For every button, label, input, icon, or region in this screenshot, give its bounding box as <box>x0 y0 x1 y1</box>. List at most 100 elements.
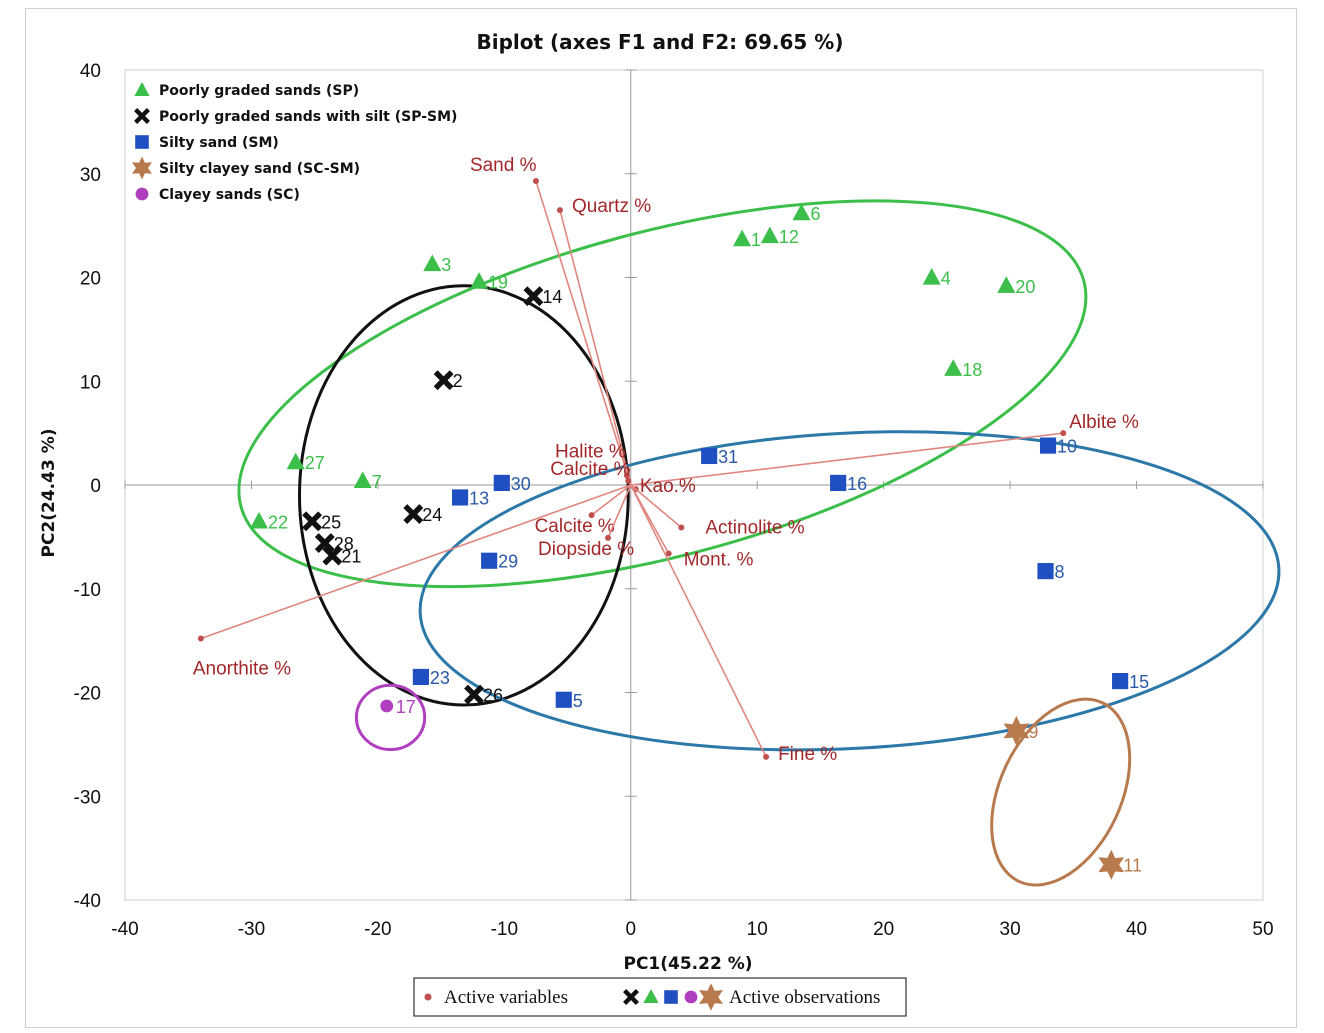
bottom-legend-marker-cross <box>623 989 639 1005</box>
point-label-17: 17 <box>396 697 416 717</box>
point-label-2: 2 <box>453 371 463 391</box>
point-label-4: 4 <box>941 269 951 289</box>
vector-point-3 <box>623 472 630 479</box>
point-12 <box>760 226 779 244</box>
x-tick-label-0: -40 <box>111 919 138 940</box>
point-19 <box>470 272 489 289</box>
vector-label-1: Quartz % <box>572 196 651 217</box>
group-ellipses <box>237 199 1281 887</box>
vector-label-3: Halite % <box>555 442 626 463</box>
point-24 <box>403 504 424 524</box>
point-label-9: 9 <box>1028 722 1038 742</box>
point-label-23: 23 <box>430 668 450 688</box>
point-label-20: 20 <box>1015 277 1035 297</box>
vector-line-2 <box>630 432 1064 486</box>
vector-point-2 <box>1060 430 1067 437</box>
vector-line-0 <box>535 180 632 486</box>
point-20 <box>997 276 1016 293</box>
vector-point-7 <box>678 524 685 531</box>
vector-label-10: Anorthite % <box>193 659 291 680</box>
x-tick-labels: -40 -30 -20 -10 0 10 20 30 40 50 <box>111 919 1273 940</box>
point-label-18: 18 <box>962 360 982 380</box>
point-30 <box>493 474 510 491</box>
vector-point-9 <box>665 550 672 557</box>
vector-label-6: Kao.% <box>640 476 696 497</box>
point-label-5: 5 <box>573 691 583 711</box>
point-label-7: 7 <box>372 472 382 492</box>
ellipse-sc-sm <box>990 697 1132 887</box>
point-label-30: 30 <box>511 474 531 494</box>
active-observations-label: Active observations <box>729 987 880 1008</box>
x-tick-label-1: -30 <box>238 919 265 940</box>
y-tick-label-3: -10 <box>74 580 101 601</box>
legend-marker-sp-sm <box>134 108 150 124</box>
y-tick-label-2: -20 <box>74 684 101 705</box>
point-label-21: 21 <box>341 547 361 567</box>
bottom-legend-marker-star <box>699 983 723 1011</box>
y-tick-label-6: 20 <box>80 269 101 290</box>
point-label-12: 12 <box>779 227 799 247</box>
legend-marker-sc <box>135 187 149 201</box>
ellipse-sc <box>354 683 427 752</box>
point-23 <box>412 668 429 686</box>
point-21 <box>322 545 343 566</box>
point-8 <box>1037 563 1054 580</box>
x-axis-label: PC1(45.22 %) <box>623 954 752 974</box>
point-6 <box>792 203 811 221</box>
point-label-15: 15 <box>1129 672 1149 692</box>
legend-label-sm: Silty sand (SM) <box>159 135 279 151</box>
point-16 <box>830 474 847 491</box>
vector-point-10 <box>197 635 204 642</box>
bottom-legend-box <box>413 977 907 1017</box>
point-27 <box>286 452 305 470</box>
point-22 <box>250 511 269 529</box>
point-label-26: 26 <box>483 686 503 706</box>
point-5 <box>555 691 572 708</box>
y-tick-label-4: 0 <box>90 476 101 497</box>
x-tick-label-6: 20 <box>873 919 894 940</box>
point-4 <box>922 268 941 285</box>
vector-label-9: Mont. % <box>684 549 754 570</box>
vector-line-10 <box>200 484 632 640</box>
bottom-legend-marker-circle <box>684 990 698 1004</box>
legend: Poorly graded sands (SP) Poorly graded sa… <box>132 82 457 203</box>
legend-label-sp: Poorly graded sands (SP) <box>159 83 359 99</box>
point-14 <box>523 286 544 307</box>
vector-line-11 <box>630 484 767 758</box>
vector-point-4 <box>625 477 632 484</box>
point-1 <box>733 229 752 247</box>
vector-line-1 <box>559 209 632 486</box>
point-label-27: 27 <box>305 453 325 473</box>
point-label-19: 19 <box>488 273 508 293</box>
point-label-6: 6 <box>810 204 820 224</box>
point-label-25: 25 <box>321 512 341 532</box>
vector-point-8 <box>605 534 612 541</box>
active-variables-label: Active variables <box>444 987 568 1008</box>
variable-vectors: Sand %Quartz %Albite %Halite %Calcite %C… <box>193 155 1139 765</box>
point-10 <box>1039 437 1057 454</box>
ellipse-sm <box>418 430 1281 752</box>
legend-label-sc-sm: Silty clayey sand (SC-SM) <box>159 161 360 177</box>
point-label-24: 24 <box>422 505 442 525</box>
x-tick-label-2: -20 <box>364 919 391 940</box>
point-31 <box>701 447 718 465</box>
ellipse-sp <box>237 199 1088 589</box>
vector-point-1 <box>556 207 563 214</box>
vector-line-8 <box>607 484 632 539</box>
point-29 <box>481 552 498 569</box>
point-26 <box>464 684 484 705</box>
point-label-31: 31 <box>718 447 738 467</box>
vector-point-5 <box>588 512 595 519</box>
x-tick-label-8: 40 <box>1126 919 1147 940</box>
active-observations-markers <box>623 983 723 1011</box>
chart-frame <box>25 8 1297 1028</box>
vector-point-11 <box>763 753 770 760</box>
point-label-13: 13 <box>469 488 489 508</box>
y-tick-label-5: 10 <box>80 372 101 393</box>
point-13 <box>452 489 469 506</box>
point-label-10: 10 <box>1057 437 1077 457</box>
point-11 <box>1098 849 1125 880</box>
point-label-1: 1 <box>751 230 761 250</box>
y-tick-labels: -40 -30 -20 -10 0 10 20 30 40 <box>74 61 101 912</box>
